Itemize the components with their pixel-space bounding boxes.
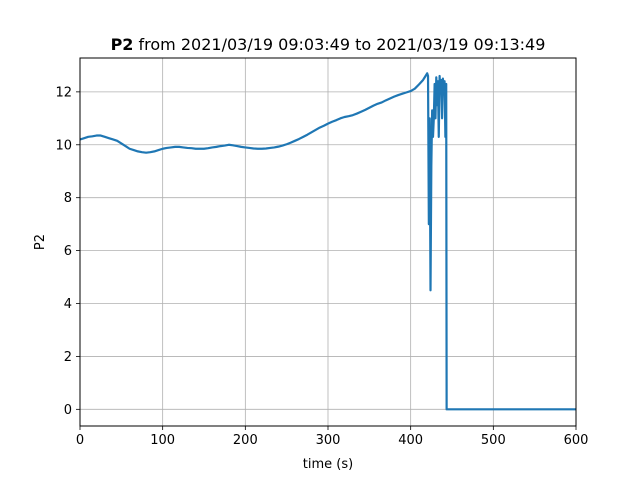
x-tick-label: 500: [481, 433, 506, 448]
chart-title-rest: from 2021/03/19 09:03:49 to 2021/03/19 0…: [133, 35, 545, 54]
y-tick-label: 8: [64, 191, 72, 206]
y-tick-label: 12: [55, 85, 72, 100]
y-axis: 0 2 4 6 8 10 12: [55, 85, 80, 418]
y-tick-label: 10: [55, 138, 72, 153]
y-tick-label: 4: [64, 297, 72, 312]
x-tick-label: 300: [316, 433, 341, 448]
series-line: [80, 72, 576, 411]
y-tick-label: 6: [64, 244, 72, 259]
series-layer: [80, 72, 576, 411]
x-axis: 0 100 200 300 400 500 600: [76, 426, 589, 448]
x-tick-label: 0: [76, 433, 84, 448]
x-axis-label: time (s): [303, 457, 353, 472]
chart-title: P2 from 2021/03/19 09:03:49 to 2021/03/1…: [111, 35, 546, 54]
chart-title-bold: P2: [111, 35, 134, 54]
x-tick-label: 400: [398, 433, 423, 448]
x-tick-label: 600: [564, 433, 589, 448]
y-tick-label: 0: [64, 403, 72, 418]
x-tick-label: 100: [150, 433, 175, 448]
y-axis-label: P2: [33, 234, 48, 250]
x-tick-label: 200: [233, 433, 258, 448]
y-tick-label: 2: [64, 350, 72, 365]
